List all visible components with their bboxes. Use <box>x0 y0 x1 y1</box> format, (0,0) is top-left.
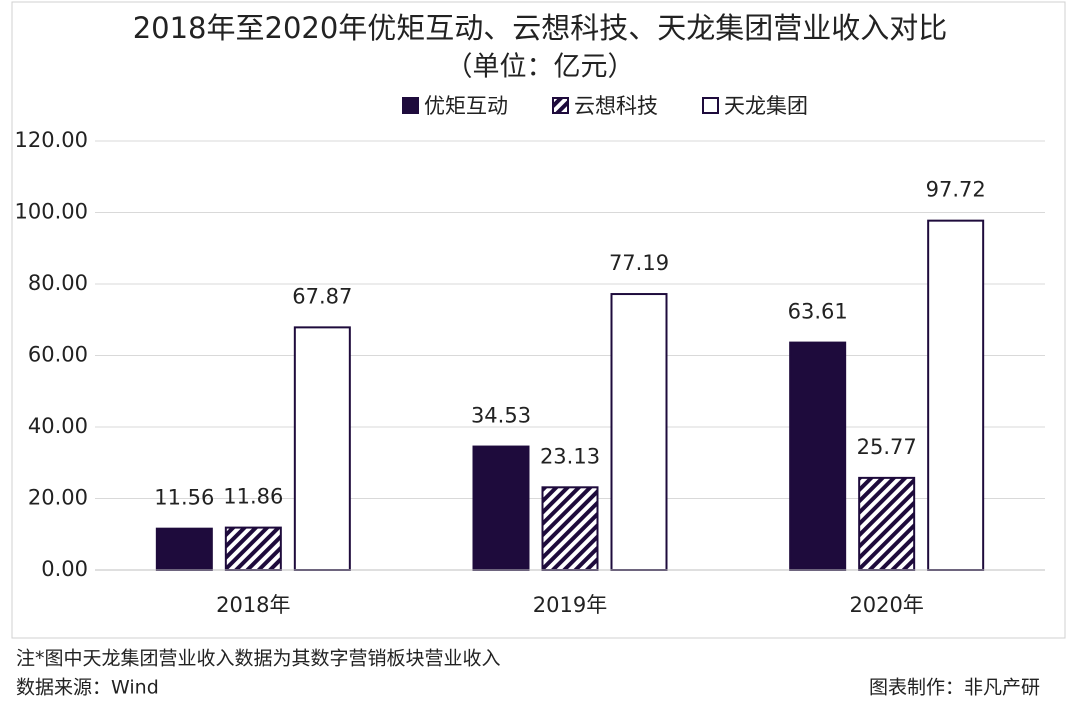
bar <box>927 219 985 571</box>
legend-swatch <box>402 97 419 114</box>
data-label: 63.61 <box>788 300 848 324</box>
data-label: 23.13 <box>540 444 600 468</box>
legend-swatch <box>702 97 719 114</box>
data-label: 34.53 <box>471 404 531 428</box>
legend-label: 云想科技 <box>574 94 658 118</box>
bar <box>155 527 213 571</box>
y-tick-label: 60.00 <box>28 343 88 367</box>
data-label: 67.87 <box>292 284 352 308</box>
chart-subtitle: （单位：亿元） <box>446 52 635 83</box>
data-label: 11.56 <box>154 486 214 510</box>
y-tick-label: 80.00 <box>28 271 88 295</box>
y-tick-label: 0.00 <box>41 557 88 581</box>
y-tick-label: 20.00 <box>28 486 88 510</box>
y-tick-label: 120.00 <box>15 128 88 152</box>
data-label: 97.72 <box>926 178 986 202</box>
y-tick-label: 40.00 <box>28 414 88 438</box>
legend-label: 优矩互动 <box>424 94 508 118</box>
bar <box>789 341 847 571</box>
credit: 图表制作：非凡产研 <box>869 677 1040 699</box>
note: 注*图中天龙集团营业收入数据为其数字营销板块营业收入 <box>16 648 501 670</box>
bar <box>472 445 530 571</box>
bar <box>610 293 668 571</box>
bar <box>858 476 916 571</box>
chart-frame <box>11 1 1066 639</box>
x-tick-label: 2018年 <box>216 593 290 617</box>
legend-label: 天龙集团 <box>724 94 808 118</box>
legend-swatch <box>552 97 569 114</box>
chart-title: 2018年至2020年优矩互动、云想科技、天龙集团营业收入对比 <box>133 11 948 45</box>
y-tick-label: 100.00 <box>15 200 88 224</box>
source: 数据来源：Wind <box>16 677 159 699</box>
data-label: 77.19 <box>609 251 669 275</box>
x-tick-label: 2020年 <box>849 593 923 617</box>
data-label: 11.86 <box>223 485 283 509</box>
x-tick-label: 2019年 <box>533 593 607 617</box>
bar <box>293 326 351 571</box>
bar <box>224 526 282 572</box>
bar <box>541 486 599 571</box>
data-label: 25.77 <box>857 435 917 459</box>
